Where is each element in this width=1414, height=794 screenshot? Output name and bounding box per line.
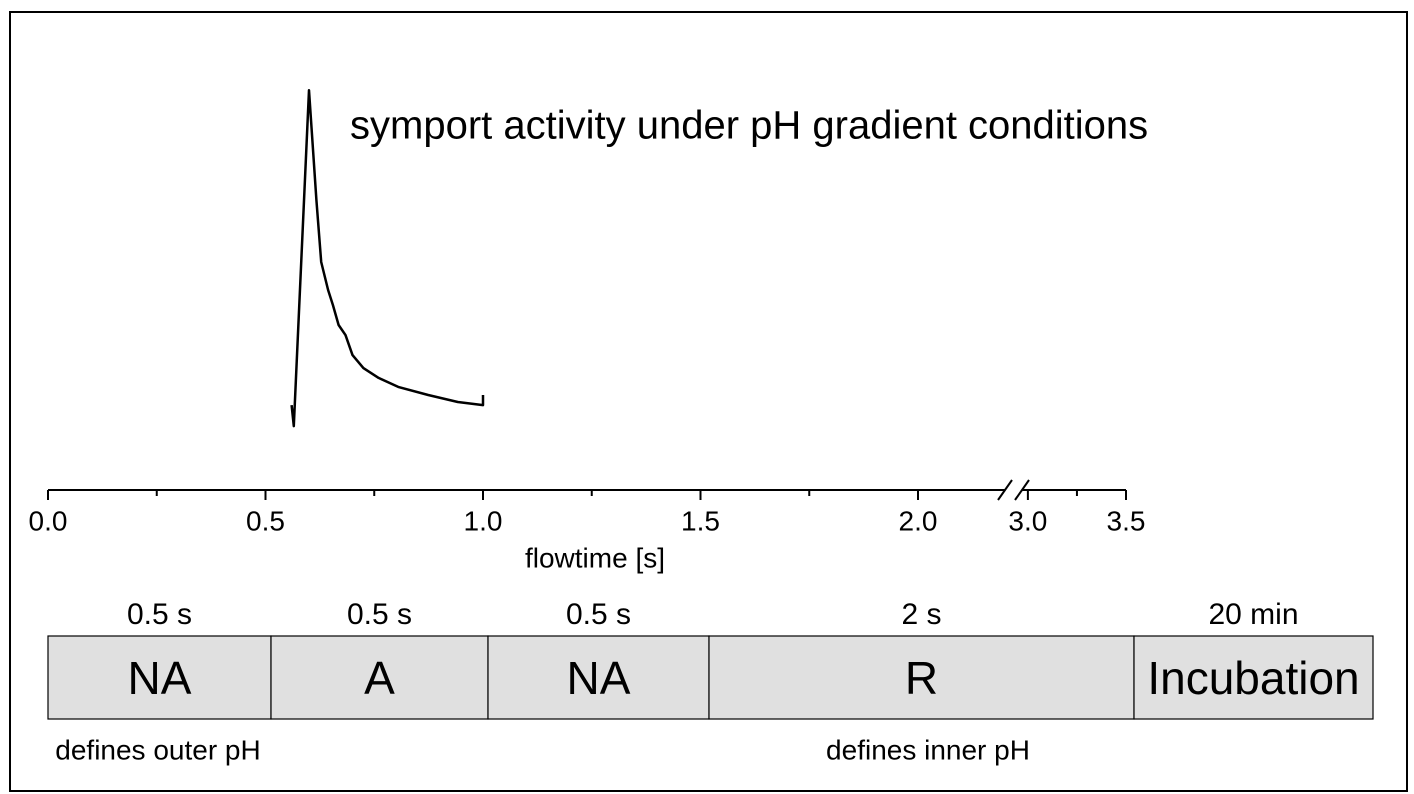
x-tick-label: 0.0 <box>29 505 68 536</box>
step-box <box>1133 635 1374 720</box>
step-label: R <box>905 652 938 704</box>
chart-title: symport activity under pH gradient condi… <box>350 104 1148 148</box>
step-label: NA <box>567 652 631 704</box>
x-tick-label: 1.5 <box>681 505 720 536</box>
x-tick-label: 3.0 <box>1008 505 1047 536</box>
note: defines outer pH <box>55 734 260 765</box>
step-duration: 20 min <box>1208 598 1298 631</box>
step-duration: 0.5 s <box>127 598 192 631</box>
step-label: A <box>364 652 395 704</box>
step-label: Incubation <box>1147 652 1359 704</box>
x-tick-label: 0.5 <box>246 505 285 536</box>
step-label: NA <box>128 652 192 704</box>
step-duration: 2 s <box>901 598 941 631</box>
step-box <box>270 635 489 720</box>
x-axis-label: flowtime [s] <box>525 542 665 573</box>
x-tick-label: 1.0 <box>464 505 503 536</box>
note: defines inner pH <box>826 734 1030 765</box>
step-duration: 0.5 s <box>347 598 412 631</box>
step-duration: 0.5 s <box>566 598 631 631</box>
axis-break <box>1014 479 1030 501</box>
axis-break <box>997 479 1013 501</box>
step-box <box>47 635 272 720</box>
x-tick-label: 3.5 <box>1107 505 1146 536</box>
x-tick-label: 2.0 <box>899 505 938 536</box>
trace <box>290 88 485 428</box>
